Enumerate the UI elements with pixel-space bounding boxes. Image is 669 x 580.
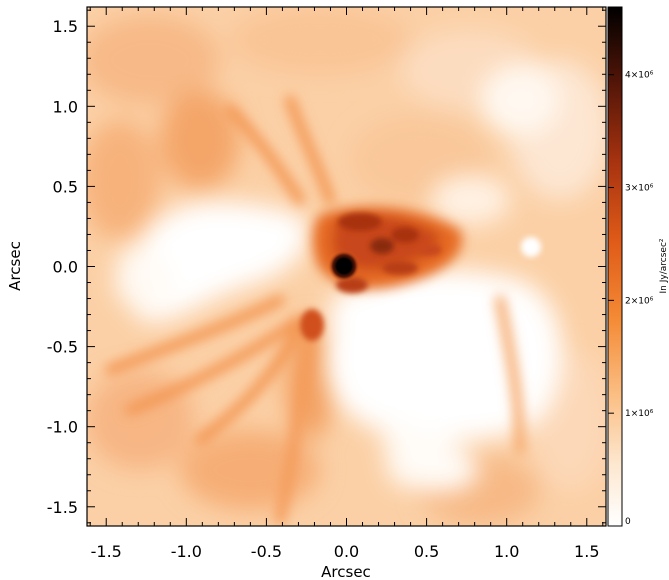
colorbar: 0 1×10⁶ 2×10⁶ 3×10⁶ 4×10⁶ In Jy/arcsec² xyxy=(607,6,669,527)
x-tick-label: -0.5 xyxy=(251,542,282,561)
colorbar-title: In Jy/arcsec² xyxy=(659,238,669,293)
x-tick-label: 1.5 xyxy=(574,542,599,561)
x-axis: -1.5 -1.0 -0.5 0.0 0.5 1.0 1.5 xyxy=(89,7,604,561)
colorbar-tick-label: 2×10⁶ xyxy=(625,296,654,306)
colorbar-tick-label: 3×10⁶ xyxy=(625,184,654,194)
colorbar-tick-label: 1×10⁶ xyxy=(625,409,654,419)
x-tick-label: 0.5 xyxy=(414,542,439,561)
x-tick-label: -1.5 xyxy=(91,542,122,561)
x-axis-title: Arcsec xyxy=(321,563,371,580)
colorbar-tick-label: 4×10⁶ xyxy=(625,71,654,81)
y-axis: 1.5 1.0 0.5 0.0 -0.5 -1.0 -1.5 xyxy=(47,9,606,524)
x-tick-label: -1.0 xyxy=(171,542,202,561)
y-tick-label: 0.5 xyxy=(53,177,78,196)
y-tick-label: 1.0 xyxy=(53,97,78,116)
colorbar-ticks: 0 1×10⁶ 2×10⁶ 3×10⁶ 4×10⁶ xyxy=(608,71,654,527)
colorbar-tick-label: 0 xyxy=(625,517,631,527)
x-tick-label: 1.0 xyxy=(494,542,519,561)
colorbar-gradient xyxy=(607,6,623,527)
heatmap-image xyxy=(87,7,606,526)
central-source xyxy=(328,250,360,282)
y-tick-label: -1.5 xyxy=(47,498,78,517)
y-tick-label: 1.5 xyxy=(53,17,78,36)
y-tick-label: 0.0 xyxy=(53,258,78,277)
y-axis-title: Arcsec xyxy=(6,241,24,291)
y-tick-label: -1.0 xyxy=(47,418,78,437)
x-tick-label: 0.0 xyxy=(334,542,359,561)
y-tick-label: -0.5 xyxy=(47,338,78,357)
